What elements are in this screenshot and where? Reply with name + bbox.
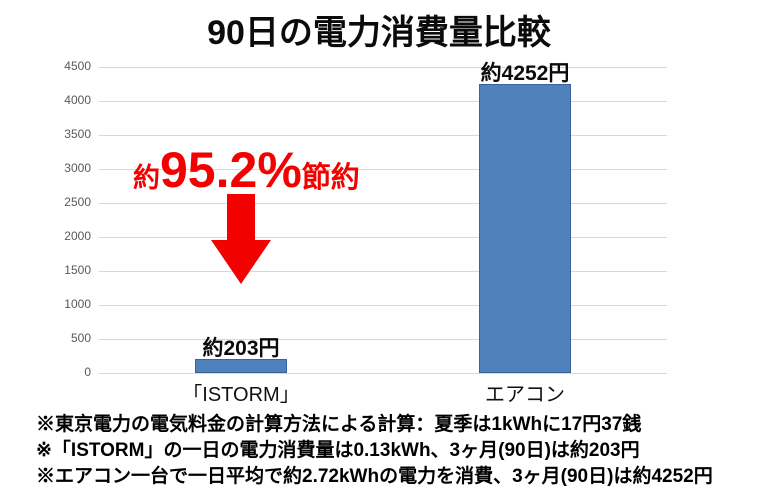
annotation-prefix: 約 xyxy=(133,163,160,193)
chart-title: 90日の電力消費量比較 xyxy=(207,14,551,52)
gridline xyxy=(99,134,667,136)
annotation-suffix: 節約 xyxy=(301,162,360,194)
y-axis-tick-label: 1500 xyxy=(64,263,91,277)
y-axis-tick-label: 2000 xyxy=(64,229,91,243)
y-axis-tick-label: 1000 xyxy=(64,297,91,311)
bar-value-label: 約4252円 xyxy=(480,62,570,85)
footnote-line: ※「ISTORM」の一日の電力消費量は0.13kWh、3ヶ月(90日)は約203… xyxy=(36,440,640,461)
gridline xyxy=(99,304,667,306)
bar-aircon xyxy=(479,84,571,373)
savings-annotation: 約 95.2% 節約 xyxy=(133,141,360,199)
plot-area: 0 500 1000 1500 2000 2500 3000 3500 4000 4500 約203… xyxy=(64,59,667,406)
annotation-percentage: 95.2% xyxy=(160,142,302,198)
gridline xyxy=(99,168,667,170)
gridline xyxy=(99,66,667,68)
down-arrow-shaft xyxy=(227,194,255,241)
gridline xyxy=(99,372,667,374)
footnote-line: ※東京電力の電気料金の計算方法による計算：夏季は1kWhに17円37銭 xyxy=(36,414,642,435)
gridline xyxy=(99,202,667,204)
bar-istorm xyxy=(195,359,287,373)
y-axis-tick-label: 3500 xyxy=(64,127,91,141)
gridline xyxy=(99,270,667,272)
gridline xyxy=(99,100,667,102)
gridline xyxy=(99,236,667,238)
y-axis-tick-label: 3000 xyxy=(64,161,91,175)
category-label: エアコン xyxy=(485,384,565,406)
footnote-line: ※エアコン一台で一日平均で約2.72kWhの電力を消費、3ヶ月(90日)は約42… xyxy=(36,466,713,487)
down-arrow-head xyxy=(211,240,271,284)
category-label: 「ISTORM」 xyxy=(182,384,300,406)
bar-value-label: 約203円 xyxy=(202,337,280,360)
footnotes: ※東京電力の電気料金の計算方法による計算：夏季は1kWhに17円37銭 ※「IST… xyxy=(36,412,748,490)
y-axis-tick-label: 4500 xyxy=(64,59,91,73)
y-axis-tick-label: 500 xyxy=(70,331,91,345)
down-arrow-icon xyxy=(211,194,271,284)
y-axis-tick-label: 2500 xyxy=(64,195,91,209)
y-axis-tick-label: 4000 xyxy=(64,93,91,107)
y-axis-tick-label: 0 xyxy=(84,365,91,379)
gridline xyxy=(99,338,667,340)
